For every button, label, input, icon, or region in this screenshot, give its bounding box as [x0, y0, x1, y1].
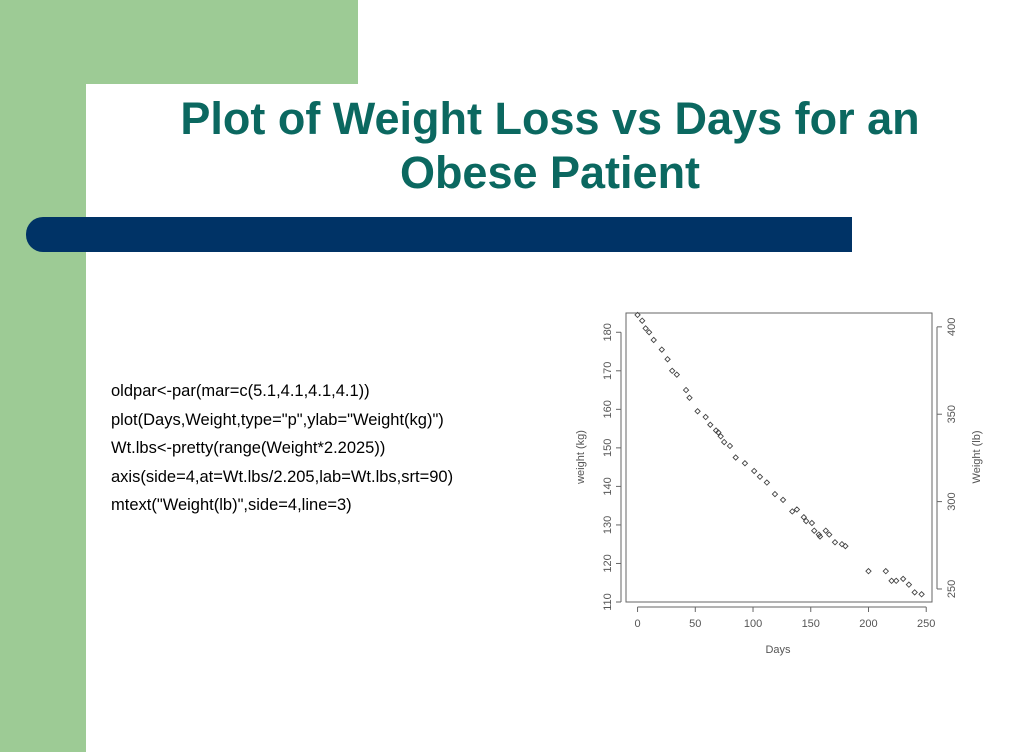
r-code-block: oldpar<-par(mar=c(5.1,4.1,4.1,4.1)) plot…: [111, 377, 551, 520]
y-tick-label-left: 120: [602, 554, 614, 572]
data-point: [793, 506, 801, 513]
weight-scatter-plot: 0 50 100 150 200 250 110 120 130 140 150 160 170 180…: [575, 311, 983, 656]
x-tick-label: 200: [859, 618, 877, 630]
data-point: [650, 336, 657, 344]
code-line: oldpar<-par(mar=c(5.1,4.1,4.1,4.1)): [111, 382, 370, 400]
y-tick-label-right: 300: [946, 492, 958, 510]
data-point: [892, 577, 900, 585]
y-tick-label-left: 150: [602, 439, 614, 457]
data-point: [668, 367, 676, 375]
data-point: [905, 581, 913, 588]
data-point: [822, 527, 830, 534]
data-point: [694, 408, 701, 415]
x-tick-label: 250: [917, 618, 935, 630]
y-axis-label-left: weight (kg): [575, 430, 587, 485]
y-axis-label-right: Weight (lb): [971, 431, 983, 484]
data-point: [842, 542, 849, 550]
data-point: [642, 325, 649, 332]
data-points: [634, 311, 925, 598]
data-point: [763, 479, 771, 486]
y-tick-label-right: 250: [946, 580, 958, 598]
data-point: [911, 589, 918, 596]
code-line: mtext("Weight(lb)",side=4,line=3): [111, 496, 352, 514]
data-point: [882, 567, 890, 575]
data-point: [634, 311, 641, 319]
data-point: [658, 346, 666, 353]
data-point: [732, 454, 739, 461]
y-tick-label-right: 350: [946, 405, 958, 423]
code-line: Wt.lbs<-pretty(range(Weight*2.2025)): [111, 439, 386, 457]
data-point: [802, 517, 810, 525]
data-point: [838, 540, 846, 548]
slide-title-line-2: Obese Patient: [399, 147, 701, 198]
y-tick-label-left: 180: [602, 323, 614, 341]
data-point: [816, 533, 824, 540]
slide-title: Plot of Weight Loss vs Days for an Obese…: [100, 92, 1000, 200]
x-tick-label: 0: [634, 618, 640, 630]
data-point: [715, 429, 722, 436]
data-point: [779, 496, 787, 504]
data-point: [750, 467, 758, 475]
content-panel: [86, 84, 1023, 752]
y-axis-left: 110 120 130 140 150 160 170 180: [602, 323, 622, 611]
y-axis-right: 250 300 350 400: [936, 318, 958, 598]
data-point: [918, 591, 925, 598]
data-point: [771, 490, 779, 498]
data-point: [810, 527, 818, 534]
data-point: [720, 438, 728, 446]
x-axis-label: Days: [765, 644, 791, 656]
top-green-block: [86, 0, 358, 84]
data-point: [702, 413, 709, 421]
y-tick-label-right: 400: [946, 318, 958, 336]
data-point: [682, 386, 690, 394]
data-point: [741, 460, 749, 467]
data-point: [726, 442, 734, 450]
data-point: [645, 329, 653, 336]
data-point: [831, 539, 839, 546]
data-point: [815, 531, 823, 538]
x-tick-label: 150: [802, 618, 820, 630]
y-tick-label-left: 170: [602, 362, 614, 380]
data-point: [865, 567, 872, 575]
data-point: [717, 433, 724, 440]
code-line: plot(Days,Weight,type="p",ylab="Weight(k…: [111, 410, 444, 429]
title-underline-bar: [26, 217, 852, 252]
y-tick-label-left: 110: [602, 593, 614, 611]
data-point: [756, 473, 764, 481]
data-point: [673, 371, 681, 378]
data-point: [638, 317, 646, 324]
y-tick-label-left: 160: [602, 400, 614, 418]
data-point: [664, 356, 671, 363]
y-tick-label-left: 130: [602, 516, 614, 534]
data-point: [707, 421, 714, 428]
left-green-strip: [0, 0, 86, 752]
data-point: [686, 394, 693, 402]
x-tick-label: 100: [744, 618, 762, 630]
data-point: [800, 513, 808, 521]
x-tick-label: 50: [689, 618, 701, 630]
data-point: [825, 531, 833, 538]
data-point: [808, 519, 816, 527]
x-axis: 0 50 100 150 200 250: [634, 606, 935, 630]
data-point: [789, 508, 796, 515]
y-tick-label-left: 140: [602, 477, 614, 495]
plot-frame: [625, 312, 933, 603]
data-point: [899, 575, 907, 583]
code-line: axis(side=4,at=Wt.lbs/2.205,lab=Wt.lbs,s…: [111, 467, 454, 486]
slide-title-line-1: Plot of Weight Loss vs Days for an: [180, 93, 920, 144]
data-point: [888, 577, 895, 585]
